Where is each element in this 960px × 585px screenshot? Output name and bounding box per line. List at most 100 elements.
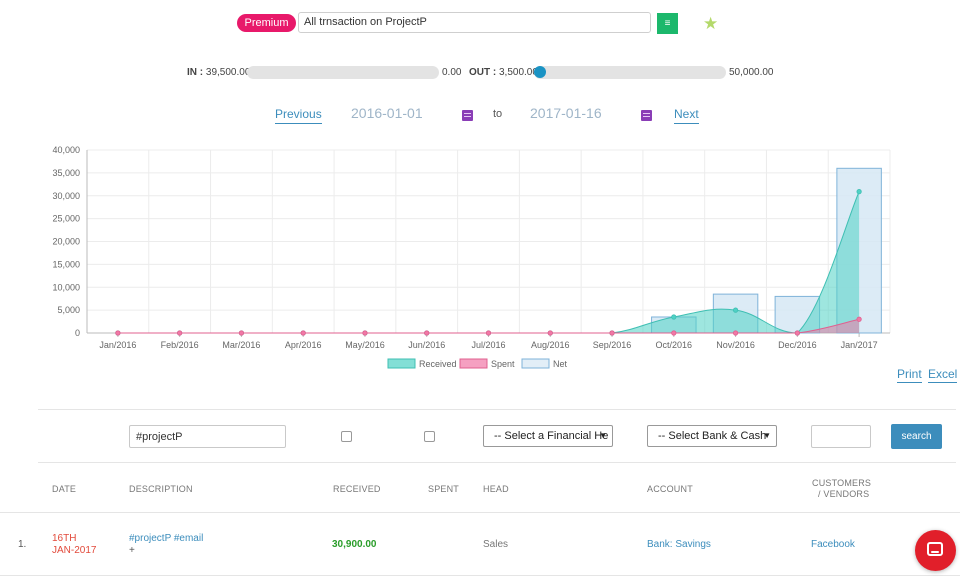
point-spent [609,330,615,336]
y-tick-label: 25,000 [52,214,80,224]
divider [38,462,956,463]
transactions-chart: 0 5,000 10,000 15,000 20,000 25,000 30,000 35,0… [52,145,891,369]
legend-swatch [387,358,416,369]
spent-checkbox[interactable] [424,431,435,442]
divider [0,575,960,576]
previous-link[interactable]: Previous [275,107,322,124]
x-tick-label: Jun/2016 [408,340,445,350]
x-tick-label: Aug/2016 [531,340,570,350]
financial-head-select[interactable]: -- Select a Financial He ▼ [483,425,613,447]
divider [0,512,960,513]
out-slider-knob[interactable] [534,66,546,78]
x-tick-label: Jan/2016 [99,340,136,350]
col-customers: CUSTOMERS [812,478,872,488]
point-spent [424,330,430,336]
bank-cash-select-value: -- Select Bank & Cash [658,430,767,442]
point-spent [238,330,245,336]
in-value: 39,500.00 [205,67,251,78]
col-received: RECEIVED [333,484,381,494]
point-spent [732,330,739,336]
point-spent [794,330,800,336]
chat-button[interactable] [915,530,956,571]
y-tick-label: 30,000 [52,191,80,201]
divider [38,409,956,410]
chat-icon [927,542,943,556]
x-tick-label: Mar/2016 [222,340,260,350]
x-tick-label: Sep/2016 [593,340,632,350]
calendar-icon[interactable] [641,110,652,121]
point-spent [856,316,862,322]
description-filter-input[interactable] [129,425,286,448]
row-received: 30,900.00 [332,539,377,550]
y-tick-label: 0 [75,328,80,338]
legend-swatch [521,358,550,369]
in-slider-track[interactable] [247,66,439,79]
financial-head-select-value: -- Select a Financial He [494,430,609,442]
row-add-tag[interactable]: + [129,545,135,556]
out-max: 50,000.00 [729,67,774,78]
col-vendors: / VENDORS [818,489,870,499]
x-tick-label: Dec/2016 [778,340,817,350]
point-received [856,189,862,195]
row-description-tags[interactable]: #projectP #email [129,533,204,544]
point-spent [115,330,121,336]
point-spent [300,330,306,336]
excel-link[interactable]: Excel [928,367,958,383]
to-date[interactable]: 2017-01-16 [530,105,602,121]
point-spent [547,330,553,336]
point-received [732,307,739,313]
x-tick-label: Nov/2016 [716,340,755,350]
row-account[interactable]: Bank: Savings [647,539,711,550]
in-summary: IN : 39,500.00 [187,67,250,78]
in-max: 0.00 [442,67,462,78]
y-tick-label: 40,000 [52,145,80,155]
y-tick-label: 15,000 [52,259,80,269]
legend-label: Net [553,359,568,369]
row-date-month: JAN-2017 [52,545,97,556]
out-summary: OUT : 3,500.00 [469,67,538,78]
y-tick-label: 35,000 [52,168,80,178]
customer-filter-input[interactable] [811,425,871,448]
received-checkbox[interactable] [341,431,352,442]
transaction-search-input[interactable] [298,12,651,33]
legend-label: Spent [491,359,515,369]
chevron-down-icon: ▼ [763,431,771,440]
row-date-day: 16TH [52,533,77,544]
in-label: IN : [187,67,204,78]
row-customer[interactable]: Facebook [811,539,855,550]
premium-badge[interactable]: Premium [237,14,296,32]
y-tick-label: 10,000 [52,282,80,292]
star-icon[interactable]: ★ [703,14,719,33]
chevron-down-icon: ▼ [599,431,607,440]
y-tick-label: 5,000 [57,305,80,315]
col-head: HEAD [483,484,509,494]
col-date: DATE [52,484,77,494]
y-tick-label: 20,000 [52,237,80,247]
point-spent [362,330,368,336]
col-description: DESCRIPTION [129,484,193,494]
x-tick-label: Feb/2016 [161,340,199,350]
point-spent [485,330,492,336]
x-tick-label: Jul/2016 [471,340,505,350]
calendar-icon[interactable] [462,110,473,121]
row-head: Sales [483,539,509,550]
out-label: OUT : [469,67,497,78]
legend-swatch [459,358,488,369]
x-tick-label: May/2016 [345,340,385,350]
x-tick-label: Oct/2016 [656,340,693,350]
out-slider-track[interactable] [534,66,726,79]
point-received [671,314,677,320]
row-index: 1. [18,539,27,550]
print-link[interactable]: Print [897,367,922,383]
out-value: 3,500.00 [499,67,538,78]
point-spent [177,330,183,336]
x-tick-label: Jan/2017 [841,340,878,350]
legend-label: Received [419,359,457,369]
search-button[interactable]: search [891,424,942,449]
menu-icon[interactable]: ≡ [657,13,678,34]
point-spent [671,330,677,336]
from-date[interactable]: 2016-01-01 [351,105,423,121]
bank-cash-select[interactable]: -- Select Bank & Cash ▼ [647,425,777,447]
col-account: ACCOUNT [647,484,693,494]
next-link[interactable]: Next [674,107,699,124]
